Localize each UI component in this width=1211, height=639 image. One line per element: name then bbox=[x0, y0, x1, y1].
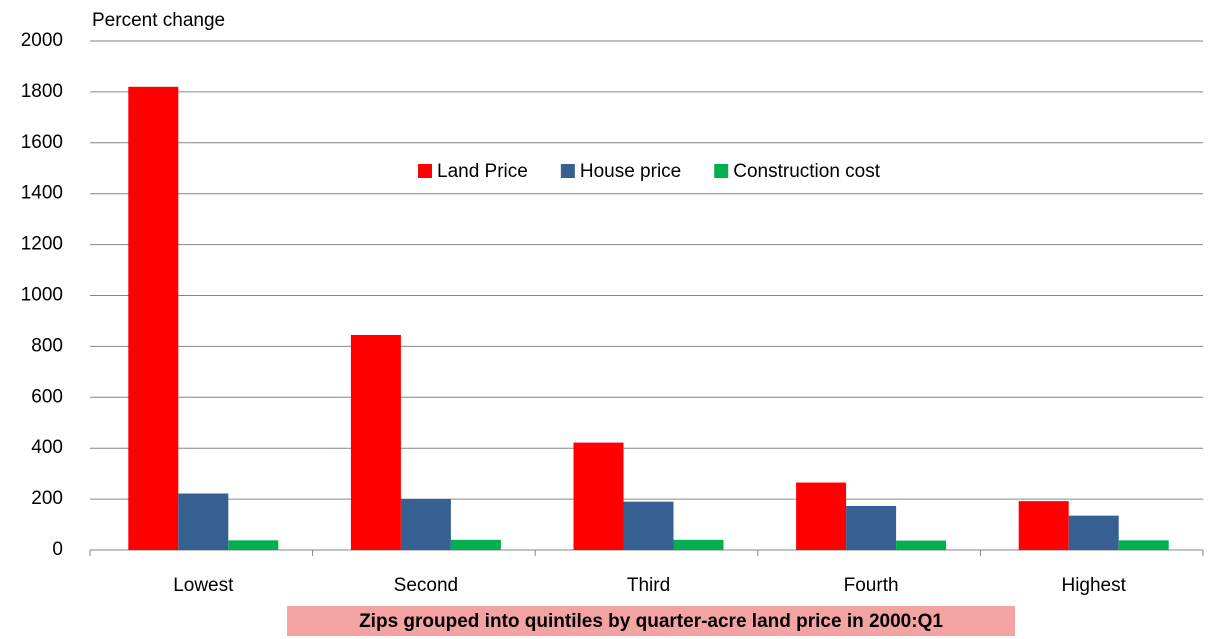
bar bbox=[350, 334, 401, 550]
y-tick-label: 1400 bbox=[21, 183, 63, 204]
x-tick-label: Second bbox=[394, 575, 458, 596]
bar bbox=[228, 540, 279, 550]
bar bbox=[896, 540, 947, 550]
bar bbox=[573, 442, 624, 550]
x-tick-label: Third bbox=[627, 575, 670, 596]
legend-label: House price bbox=[580, 161, 681, 182]
x-tick-label: Fourth bbox=[844, 575, 899, 596]
bar bbox=[128, 86, 179, 550]
y-tick-label: 1200 bbox=[21, 234, 63, 255]
x-axis-label: Zips grouped into quintiles by quarter-a… bbox=[359, 611, 943, 632]
bar bbox=[673, 539, 724, 550]
bar bbox=[450, 539, 501, 550]
bar bbox=[1118, 540, 1169, 550]
bar bbox=[623, 501, 674, 550]
y-tick-label: 1600 bbox=[21, 132, 63, 153]
legend-label: Land Price bbox=[437, 161, 528, 182]
bar bbox=[1068, 515, 1119, 550]
y-tick-label: 1000 bbox=[21, 285, 63, 306]
y-tick-label: 600 bbox=[31, 386, 63, 407]
bar bbox=[796, 482, 847, 550]
legend-swatch bbox=[560, 164, 575, 178]
y-axis-label: Percent change bbox=[92, 10, 225, 31]
x-tick-label: Highest bbox=[1061, 575, 1126, 596]
legend-swatch bbox=[418, 164, 432, 178]
y-tick-label: 200 bbox=[31, 488, 63, 509]
y-tick-label: 2000 bbox=[21, 30, 63, 51]
bar bbox=[1018, 501, 1069, 550]
bar bbox=[178, 493, 229, 550]
bar bbox=[400, 499, 451, 550]
x-label-background bbox=[287, 606, 1015, 636]
x-tick-label: Lowest bbox=[173, 575, 234, 596]
y-tick-label: 400 bbox=[31, 437, 63, 458]
legend-label: Construction cost bbox=[733, 161, 881, 182]
bar bbox=[846, 505, 897, 550]
y-tick-label: 800 bbox=[31, 335, 63, 356]
y-tick-label: 1800 bbox=[21, 81, 63, 102]
legend-swatch bbox=[714, 164, 729, 178]
y-tick-label: 0 bbox=[52, 539, 63, 560]
